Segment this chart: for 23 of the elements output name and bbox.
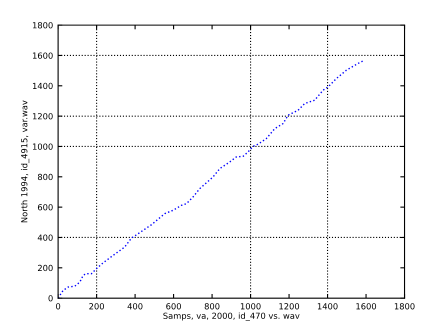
line-series (58, 59, 366, 298)
x-tick-label: 1800 (394, 303, 415, 310)
x-tick-label: 800 (204, 303, 220, 310)
y-tick-label: 600 (38, 204, 53, 210)
x-tick-label: 1600 (356, 303, 376, 310)
x-axis-title: Samps, va, 2000, id_470 vs. wav (163, 312, 300, 321)
y-tick-label: 1600 (32, 52, 53, 59)
x-tick-label: 1200 (279, 303, 300, 310)
y-tick-label: 200 (38, 264, 53, 272)
x-tick-label: 1000 (240, 303, 261, 310)
x-tick-label: 1400 (318, 303, 338, 310)
y-tick-label: 800 (38, 174, 53, 180)
x-tick-label: 600 (166, 303, 181, 310)
y-tick-label: 400 (38, 234, 53, 241)
y-axis-title: North 1994, id_4915, var.wav (20, 100, 30, 222)
x-tick-label: 0 (56, 303, 60, 310)
y-tick-label: 1200 (32, 113, 53, 120)
x-tick-label: 200 (89, 303, 104, 310)
y-tick-label: 0 (48, 295, 53, 302)
y-tick-label: 1800 (32, 22, 53, 28)
y-tick-label: 1400 (32, 82, 53, 90)
x-tick-label: 400 (128, 303, 142, 310)
y-tick-label: 1000 (32, 143, 53, 150)
